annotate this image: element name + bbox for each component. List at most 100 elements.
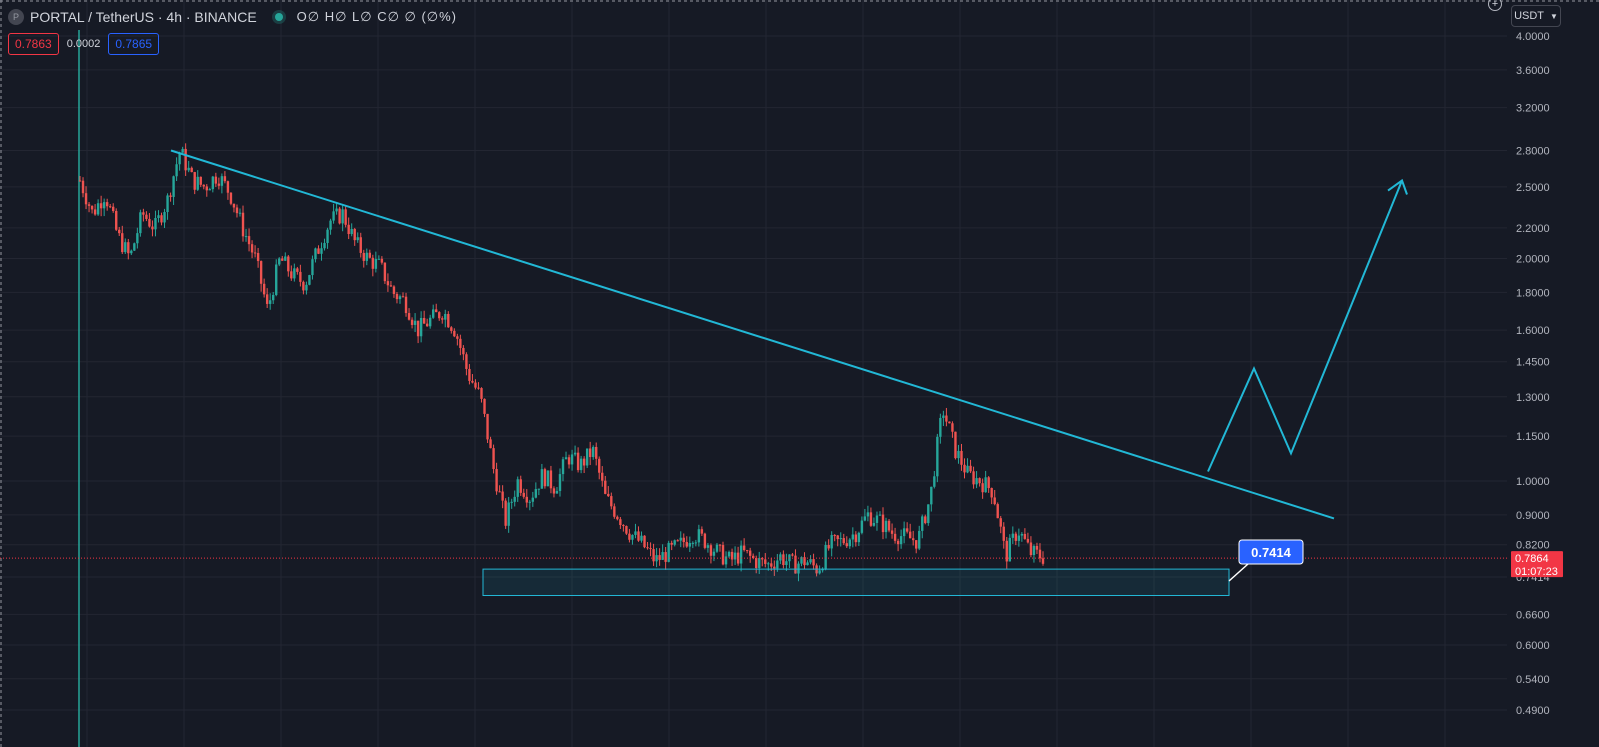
candle-body (549, 470, 553, 489)
candle-body (175, 164, 178, 177)
candle-body (335, 208, 338, 212)
candle-body (317, 248, 320, 254)
candle-body (694, 542, 698, 544)
candle-body (84, 193, 88, 205)
candle-body (302, 281, 305, 291)
candle-body (356, 237, 359, 241)
candle-body (601, 472, 604, 481)
candle-body (1032, 545, 1036, 556)
candle-body (377, 258, 381, 260)
candle-body (142, 212, 145, 215)
candle-body (465, 354, 468, 369)
candle-body (462, 347, 465, 355)
candle-body (410, 319, 414, 325)
symbol-title[interactable]: PORTAL / TetherUS · 4h · BINANCE (30, 9, 257, 25)
candle-body (939, 417, 942, 437)
current-price-tag: 0.7864 01:07:23 (1511, 551, 1563, 578)
candle-body (145, 214, 148, 219)
price-axis[interactable]: 4.0000 3.6000 3.2000 2.8000 2.5000 2.2000 2.00… (1516, 31, 1550, 717)
candle-body (987, 477, 990, 489)
candle-body (854, 534, 858, 543)
candle-body (293, 268, 296, 279)
candle-body (78, 180, 82, 182)
candle-body (827, 544, 830, 549)
candle-body (978, 478, 981, 484)
candle-body (685, 542, 688, 547)
candle-body (966, 465, 969, 473)
candle-body (896, 540, 900, 545)
candle-body (990, 488, 993, 498)
chart-header: P PORTAL / TetherUS · 4h · BINANCE O∅ H∅… (8, 7, 457, 27)
spread-value: 0.0002 (66, 38, 101, 50)
candle-body (963, 464, 966, 473)
descending-trendline (170, 149, 1335, 520)
candle-body (555, 490, 559, 494)
candle-body (1041, 558, 1045, 564)
candle-body (441, 318, 444, 320)
current-price-value: 0.7864 (1515, 553, 1549, 565)
candle-body (1020, 533, 1024, 536)
candle-body (588, 448, 592, 458)
candle-body (881, 514, 885, 533)
candle-body (87, 204, 91, 206)
candle-body (1029, 542, 1033, 556)
candle-body (634, 531, 637, 535)
price-axis-tick: 1.0000 (1516, 476, 1550, 488)
candle-body (193, 172, 196, 190)
candle-body (585, 448, 589, 466)
candle-body (884, 520, 888, 533)
candle-body (344, 209, 347, 225)
current-price-countdown: 01:07:23 (1515, 566, 1558, 578)
candle-body (389, 285, 393, 287)
candle-body (845, 543, 848, 547)
candle-body (637, 531, 640, 541)
candle-body (151, 226, 154, 230)
price-axis-tick: 0.4900 (1516, 705, 1550, 717)
candle-body (1038, 549, 1042, 559)
candle-body (960, 450, 963, 465)
candle-body (918, 530, 921, 549)
candle-body (220, 176, 224, 186)
support-zone-label[interactable]: 0.7414 (1228, 539, 1304, 582)
candle-body (516, 479, 519, 497)
sell-price-button[interactable]: 0.7863 (8, 33, 59, 55)
market-status-icon[interactable] (274, 13, 283, 21)
chevron-down-icon: ▼ (1550, 11, 1558, 21)
buy-price-button[interactable]: 0.7865 (108, 33, 160, 55)
candle-body (278, 258, 281, 265)
candle-body (625, 526, 628, 534)
price-axis-tick: 0.6600 (1516, 609, 1550, 621)
candle-body (706, 545, 710, 548)
candle-body (350, 228, 353, 235)
candle-body (700, 529, 704, 534)
candle-body (1002, 526, 1005, 541)
candle-body (419, 317, 423, 337)
candle-body (272, 294, 275, 301)
candle-body (115, 210, 118, 230)
candle-body (130, 250, 133, 254)
candle-body (893, 533, 897, 541)
candle-body (148, 218, 151, 227)
candle-body (450, 327, 453, 331)
candle-body (770, 563, 773, 567)
candle-body (259, 261, 263, 284)
drawings[interactable] (170, 149, 1408, 597)
candle-body (954, 431, 957, 459)
price-axis-tick: 3.2000 (1516, 103, 1550, 115)
candle-body (380, 258, 384, 263)
candle-body (643, 535, 646, 548)
candle-body (96, 203, 100, 215)
candle-body (157, 215, 160, 219)
candle-body (480, 388, 483, 399)
candle-body (649, 548, 652, 550)
candle-body (428, 317, 432, 327)
candle-body (102, 202, 106, 209)
candle-body (543, 469, 547, 487)
candle-body (718, 544, 722, 546)
candle-body (341, 209, 344, 224)
plus-icon[interactable]: + (1488, 0, 1502, 11)
candle-body (830, 535, 833, 549)
currency-button[interactable]: USDT ▼ (1511, 5, 1561, 27)
price-axis-tick: 3.6000 (1516, 65, 1550, 77)
